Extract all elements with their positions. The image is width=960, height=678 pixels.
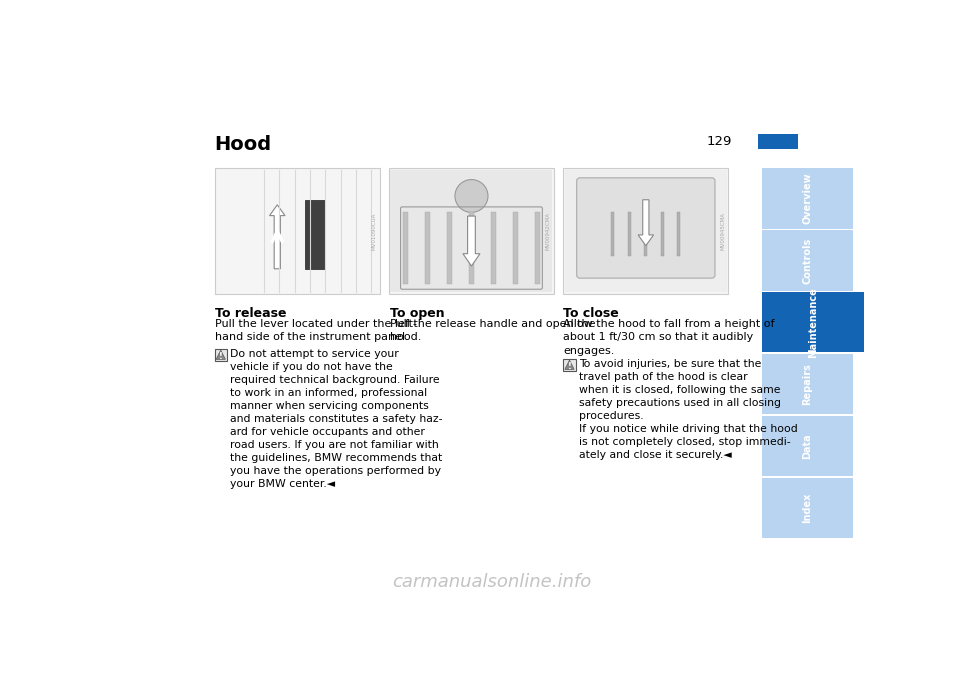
Text: To avoid injuries, be sure that the
travel path of the hood is clear
when it is : To avoid injuries, be sure that the trav… — [579, 359, 798, 460]
Bar — [757, 134, 798, 149]
Text: To release: To release — [214, 307, 286, 320]
FancyArrow shape — [638, 200, 654, 245]
Bar — [612, 212, 614, 256]
Text: Index: Index — [803, 493, 812, 523]
Text: Hood: Hood — [214, 135, 272, 154]
Bar — [447, 212, 452, 284]
Bar — [492, 212, 495, 284]
Text: To close: To close — [564, 307, 619, 320]
Text: To open: To open — [390, 307, 444, 320]
Bar — [214, 168, 379, 294]
Bar — [644, 212, 647, 256]
Bar — [761, 168, 853, 228]
Bar — [403, 212, 408, 284]
Polygon shape — [564, 360, 574, 370]
Text: MV01090CUA: MV01090CUA — [372, 212, 376, 250]
Bar — [305, 200, 325, 268]
Bar — [761, 416, 853, 476]
Bar — [469, 212, 474, 284]
Text: Pull the release handle and open the
hood.: Pull the release handle and open the hoo… — [390, 319, 595, 342]
Text: Allow the hood to fall from a height of
about 1 ft/30 cm so that it audibly
enga: Allow the hood to fall from a height of … — [564, 319, 775, 356]
FancyArrow shape — [463, 216, 480, 266]
Bar — [564, 170, 727, 292]
Text: Overview: Overview — [803, 173, 812, 224]
Bar — [391, 170, 552, 292]
Text: MV00945CMA: MV00945CMA — [720, 212, 725, 250]
FancyArrow shape — [270, 205, 285, 268]
Circle shape — [455, 180, 488, 212]
Bar — [214, 348, 227, 361]
Text: Pull the lever located under the left-
hand side of the instrument panel.: Pull the lever located under the left- h… — [214, 319, 417, 342]
Text: Controls: Controls — [803, 237, 812, 283]
Bar — [761, 231, 853, 291]
Bar — [425, 212, 430, 284]
Bar — [564, 359, 576, 371]
Bar — [761, 292, 864, 353]
Text: Data: Data — [803, 433, 812, 459]
Bar — [761, 354, 853, 414]
Bar — [535, 212, 540, 284]
Bar — [389, 168, 554, 294]
Bar — [761, 478, 853, 538]
Polygon shape — [216, 350, 226, 359]
Text: carmanualsonline.info: carmanualsonline.info — [393, 573, 591, 591]
Bar — [628, 212, 631, 256]
Text: 129: 129 — [707, 135, 732, 148]
Text: !: ! — [567, 362, 571, 371]
Bar — [564, 168, 729, 294]
Bar — [678, 212, 681, 256]
Bar — [514, 212, 517, 284]
Text: !: ! — [219, 352, 223, 361]
Text: Repairs: Repairs — [803, 363, 812, 405]
Text: Maintenance: Maintenance — [808, 287, 818, 357]
Text: MV00942CMA: MV00942CMA — [546, 212, 551, 250]
Text: Do not attempt to service your
vehicle if you do not have the
required technical: Do not attempt to service your vehicle i… — [230, 348, 443, 489]
Bar — [660, 212, 664, 256]
FancyBboxPatch shape — [577, 178, 715, 278]
